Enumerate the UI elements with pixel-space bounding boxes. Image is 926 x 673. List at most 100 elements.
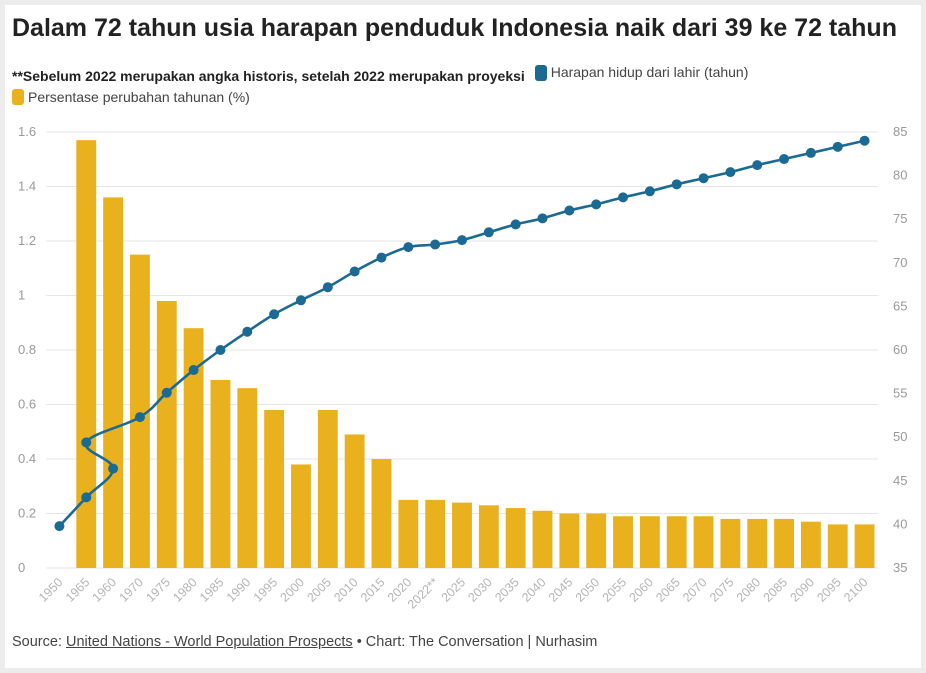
y-right-tick-label: 85 [893,124,907,139]
bar [747,518,768,568]
life-expectancy-point [322,282,333,293]
x-tick-label: 1970 [116,575,146,605]
x-tick-label: 1985 [197,575,227,605]
y-right-tick-label: 70 [893,255,907,270]
life-expectancy-point [779,154,790,165]
x-tick-label: 1995 [251,575,281,605]
y-right-tick-label: 35 [893,560,907,575]
life-expectancy-point [564,205,575,216]
x-tick-label: 2075 [707,575,737,605]
bar [559,513,580,568]
x-tick-label: 2100 [841,575,871,605]
bar [291,464,311,568]
legend-note: **Sebelum 2022 merupakan angka historis,… [12,67,525,84]
x-tick-label: 2065 [653,575,683,605]
bars-annual-change [76,140,875,569]
bar [586,513,607,568]
life-expectancy-point [510,219,521,230]
legend-item-life-expectancy[interactable]: Harapan hidup dari lahir (tahun) [534,62,749,83]
bar [532,510,553,568]
life-expectancy-point [752,160,763,171]
source-prefix: Source: [12,634,62,650]
y-right-tick-label: 45 [893,473,907,488]
x-tick-label: 1960 [90,575,120,605]
source-link[interactable]: United Nations - World Population Prospe… [66,634,353,650]
bar [76,140,97,569]
life-expectancy-line [58,139,865,528]
y-right-tick-label: 50 [893,429,907,444]
y-right-tick-label: 40 [893,516,907,531]
life-expectancy-point [644,186,655,197]
x-tick-label: 2070 [680,575,710,605]
x-tick-label: 2025 [439,575,469,605]
x-tick-label: 2045 [546,575,576,605]
bar [371,459,392,568]
x-tick-label: 2050 [573,575,603,605]
bar [452,502,472,568]
life-expectancy-point [537,213,548,224]
bar [264,409,285,568]
y-left-tick-label: 1.2 [18,233,36,248]
x-tick-label: 2060 [626,575,656,605]
bar [478,505,499,568]
life-expectancy-point [54,521,65,532]
bar [156,300,177,568]
life-expectancy-point [805,147,816,158]
y-right-tick-label: 65 [893,298,907,313]
life-expectancy-point [108,463,119,474]
bar [613,516,633,568]
bar [774,518,794,568]
legend-label-annual-change: Persentase perubahan tahunan (%) [28,88,250,105]
life-expectancy-point [349,266,360,277]
life-expectancy-point [591,199,602,210]
x-tick-label: 2095 [814,575,844,605]
y-right-tick-label: 75 [893,211,907,226]
y-axis-left-ticks: 0 0.2 0.4 0.6 0.8 1 1.2 1.4 1.6 [18,124,36,575]
bar [183,328,204,568]
legend-swatch-annual-change [12,89,24,105]
life-expectancy-point [376,252,387,263]
x-tick-label: 2015 [358,575,388,605]
x-tick-label: 1980 [170,575,200,605]
life-expectancy-point [859,135,870,146]
life-expectancy-point [403,242,414,253]
life-expectancy-point [698,173,709,184]
life-expectancy-point [671,179,682,190]
life-expectancy-point [725,167,736,178]
chart-title: Dalam 72 tahun usia harapan penduduk Ind… [12,14,897,42]
x-tick-label: 2055 [600,575,630,605]
life-expectancy-point [161,387,172,398]
bar [693,516,714,568]
x-tick-label: 2030 [465,575,495,605]
y-left-tick-label: 1.4 [18,179,36,194]
y-left-tick-label: 0.8 [18,342,36,357]
x-axis-ticks: 1950196519601970197519801985199019952000… [36,575,871,612]
bar [210,379,231,568]
y-left-tick-label: 0.6 [18,397,36,412]
x-tick-label: 1965 [63,575,93,605]
x-tick-label: 2090 [787,575,817,605]
y-left-tick-label: 0.2 [18,506,36,521]
x-tick-label: 2035 [492,575,522,605]
legend-label-life-expectancy: Harapan hidup dari lahir (tahun) [550,64,749,80]
x-tick-label: 2080 [734,575,764,605]
life-expectancy-point [81,437,92,448]
bar [130,254,150,568]
y-right-tick-label: 80 [893,168,907,183]
bar [398,499,419,568]
y-left-tick-label: 1 [18,288,25,303]
bar [639,516,660,568]
y-left-tick-label: 0 [18,560,25,575]
bar [505,508,526,568]
life-expectancy-point [430,239,441,250]
x-tick-label: 2005 [304,575,334,605]
legend-item-annual-change[interactable]: Persentase perubahan tahunan (%) [12,87,250,108]
life-expectancy-point [618,192,629,203]
bar [237,388,258,568]
bar [854,524,875,568]
life-expectancy-point [483,227,494,238]
chart-credit: • Chart: The Conversation | Nurhasim [356,634,598,650]
x-tick-label: 1950 [36,575,66,605]
bar [344,434,365,568]
